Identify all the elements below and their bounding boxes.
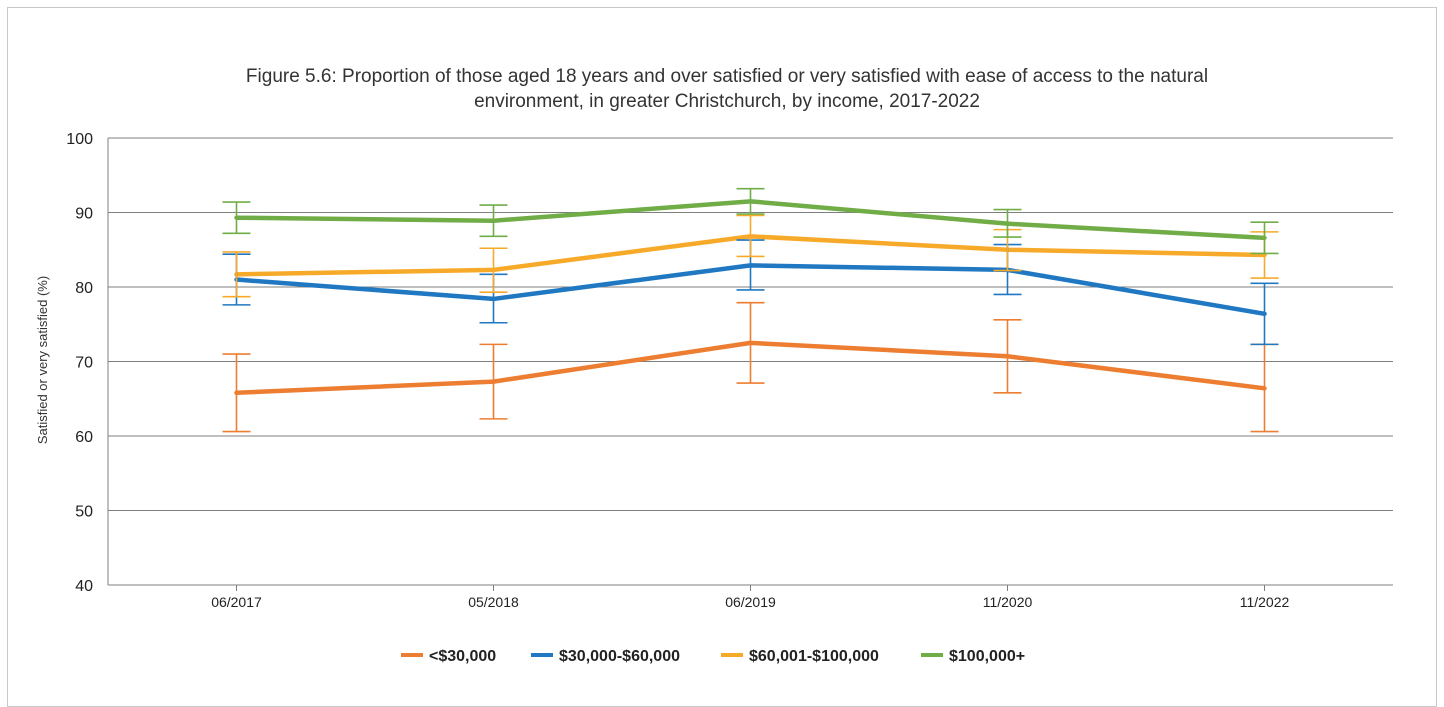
y-tick-label: 40 <box>75 578 93 595</box>
legend-item: <$30,000 <box>401 648 496 665</box>
y-tick-label: 90 <box>75 206 93 223</box>
x-tick-label: 06/2019 <box>725 594 776 610</box>
y-tick-label: 50 <box>75 504 93 521</box>
x-tick-label: 11/2022 <box>1240 594 1290 610</box>
x-tick-label: 06/2017 <box>211 594 262 610</box>
legend-item: $60,001-$100,000 <box>721 648 879 665</box>
x-tick-label: 11/2020 <box>983 594 1033 610</box>
legend-label: $30,000-$60,000 <box>559 648 680 665</box>
chart-title-line-2: environment, in greater Christchurch, by… <box>474 91 980 112</box>
legend-label: $100,000+ <box>949 648 1025 665</box>
legend: <$30,000 $30,000-$60,000 $60,001-$100,000 $… <box>401 648 1025 665</box>
y-axis-title: Satisfied or very satisfied (%) <box>35 276 50 444</box>
y-tick-label: 70 <box>75 355 93 372</box>
chart-title-line-1: Figure 5.6: Proportion of those aged 18 … <box>246 66 1208 87</box>
legend-item: $30,000-$60,000 <box>531 648 680 665</box>
x-tick-label: 05/2018 <box>468 594 519 610</box>
legend-label: <$30,000 <box>429 648 496 665</box>
y-tick-label: 100 <box>66 131 93 148</box>
y-tick-label: 60 <box>75 429 93 446</box>
legend-label: $60,001-$100,000 <box>749 648 879 665</box>
legend-item: $100,000+ <box>921 648 1025 665</box>
y-tick-label: 80 <box>75 280 93 297</box>
error-bars <box>223 189 1279 432</box>
